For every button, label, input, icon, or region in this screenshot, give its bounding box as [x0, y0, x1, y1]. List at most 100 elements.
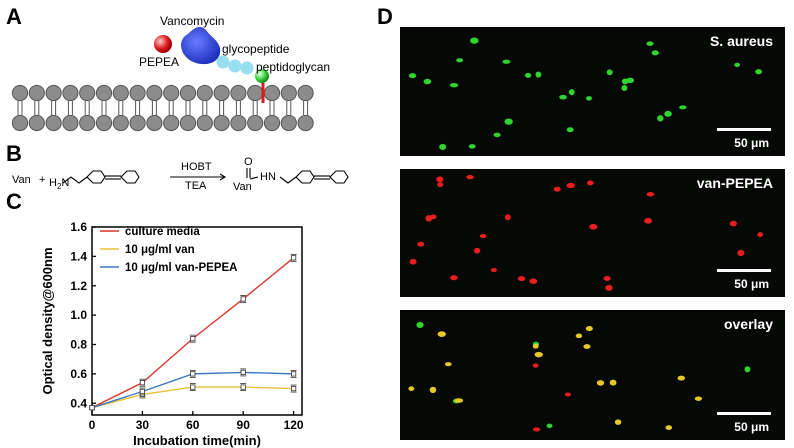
lipid-head	[213, 84, 230, 102]
cell-spot	[665, 425, 673, 431]
s-aureus-cells	[408, 37, 763, 150]
cell-spot	[657, 115, 664, 122]
cell-spot	[589, 223, 598, 230]
lipid-head	[297, 114, 314, 132]
lipid-head	[45, 114, 62, 132]
lipid-head	[146, 84, 163, 102]
growth-chart: 0 30 60 90 120 0.4 0.6 0.8 1.0 1.2 1.4 1.6 Incubatio…	[40, 220, 304, 448]
cell-spot	[490, 267, 497, 273]
cell-spot	[439, 143, 447, 150]
cell-spot	[437, 182, 444, 188]
cell-spot	[585, 326, 593, 332]
panel-letter-d: D	[377, 4, 393, 29]
cell-spot	[553, 186, 561, 192]
product-hn-label: HN	[260, 171, 276, 183]
pepea-label: PEPEA	[139, 55, 180, 69]
micro-panel-s-aureus: S. aureus 50 μm	[400, 27, 785, 156]
cell-spot	[744, 366, 751, 373]
amine-label: H2N	[49, 177, 70, 192]
legend-label-0: culture media	[125, 226, 200, 238]
scale-bar	[717, 412, 771, 415]
cell-spot	[504, 118, 513, 125]
x-tick-label: 120	[284, 418, 304, 432]
lipid-head	[112, 114, 129, 132]
reaction-scheme	[62, 168, 349, 184]
cell-spot	[504, 214, 511, 221]
lipid-head	[11, 84, 29, 102]
cell-spot	[408, 73, 417, 79]
lipid-head	[79, 114, 96, 132]
cell-spot	[437, 331, 446, 338]
cell-spot	[566, 182, 575, 189]
x-tick-label: 60	[186, 418, 200, 432]
micro-label-van-pepea: van-PEPEA	[696, 175, 773, 191]
cell-spot	[575, 333, 583, 339]
cell-spot	[416, 321, 424, 328]
reactant-van-label: Van	[12, 174, 31, 186]
cell-spot	[757, 232, 764, 238]
cell-spot	[583, 344, 591, 349]
panel-letter-c: C	[6, 189, 22, 214]
lipid-head	[280, 84, 297, 102]
cell-spot	[679, 105, 687, 110]
cell-spot	[646, 192, 655, 197]
membrane-schematic	[11, 27, 314, 132]
cell-spot	[651, 50, 659, 56]
cell-spot	[436, 176, 444, 183]
cell-spot	[606, 69, 613, 76]
peptidoglycan-sphere-icon	[255, 69, 269, 83]
cell-spot	[466, 174, 474, 180]
cell-spot	[694, 396, 703, 401]
cell-spot	[564, 392, 571, 397]
cell-spot	[729, 220, 737, 227]
lipid-head	[196, 114, 213, 132]
cell-spot	[626, 77, 635, 84]
product-oxygen-label: O	[244, 156, 253, 168]
micro-label-s-aureus: S. aureus	[709, 33, 773, 49]
cell-spot	[566, 127, 574, 133]
lipid-head	[146, 114, 163, 132]
cell-spot	[644, 217, 653, 224]
scale-bar-label: 50 μm	[734, 277, 769, 291]
lipid-head	[247, 114, 264, 132]
cell-spot	[532, 363, 539, 368]
cell-spot	[449, 82, 459, 88]
x-tick-label: 0	[89, 418, 96, 432]
lipid-head	[196, 84, 213, 102]
data-point	[290, 255, 297, 261]
cell-spot	[525, 72, 532, 78]
y-tick-label: 1.4	[70, 249, 87, 263]
cell-spot	[493, 132, 501, 138]
cell-spot	[517, 276, 526, 282]
lipid-head	[263, 84, 281, 102]
cell-spot	[429, 386, 437, 394]
cell-spot	[559, 94, 567, 100]
lipid-head	[179, 114, 197, 132]
panel-letter-a: A	[6, 4, 22, 29]
lipid-head	[95, 84, 113, 102]
cell-spot	[755, 69, 763, 75]
lipid-head	[263, 114, 281, 132]
lipid-head	[62, 84, 79, 102]
panel-letter-b: B	[6, 141, 22, 166]
lipid-head	[45, 84, 62, 102]
cell-spot	[535, 71, 542, 78]
peptidoglycan-label: peptidoglycan	[256, 60, 331, 74]
legend-label-2: 10 μg/ml van-PEPEA	[125, 262, 238, 274]
data-point	[240, 384, 246, 390]
lipid-head	[95, 114, 113, 132]
lipid-head	[179, 84, 197, 102]
cell-spot	[603, 275, 611, 281]
cell-spot	[596, 380, 605, 386]
legend-label-1: 10 μg/ml van	[125, 244, 195, 256]
lipid-head	[28, 84, 45, 102]
cell-spot	[546, 423, 553, 429]
cell-spot	[609, 379, 617, 386]
y-tick-label: 1.0	[70, 308, 87, 322]
scale-bar-label: 50 μm	[734, 420, 769, 434]
scale-bar	[717, 269, 771, 272]
cell-spot	[586, 96, 592, 101]
cell-spot	[587, 180, 594, 186]
lipid-head	[213, 114, 230, 132]
cell-spot	[425, 215, 433, 222]
